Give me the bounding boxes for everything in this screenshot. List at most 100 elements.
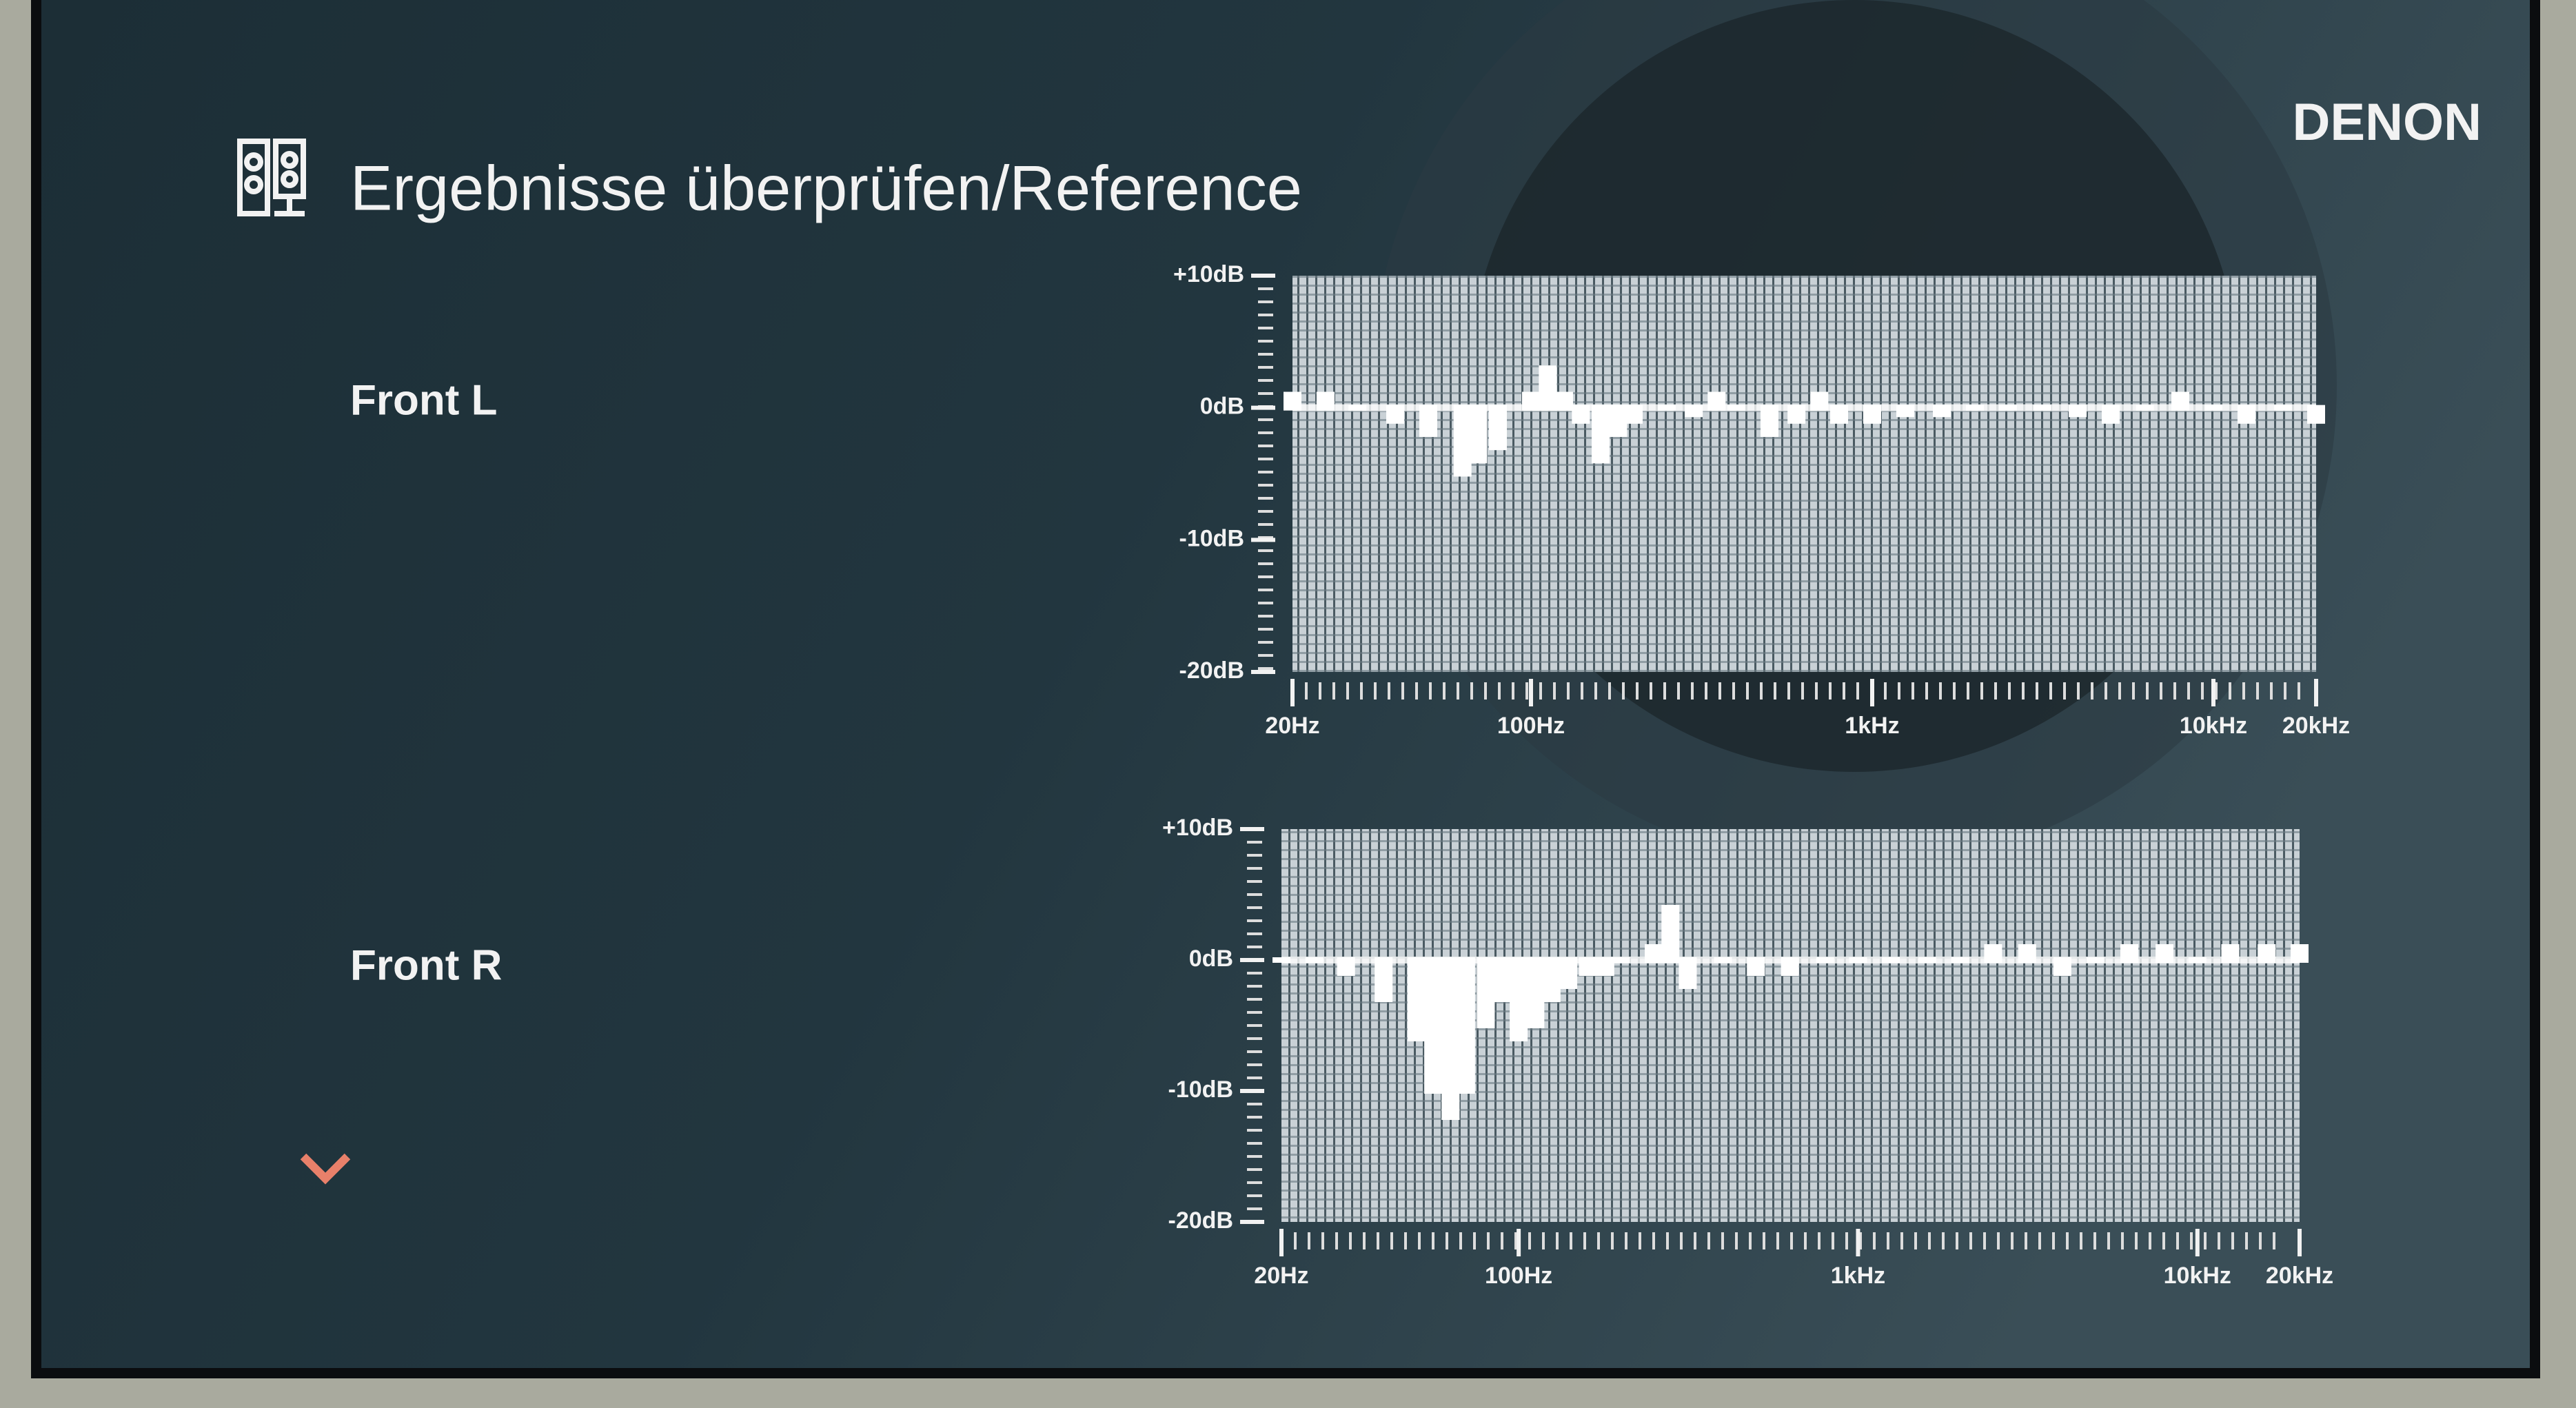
brand-logo: DENON <box>2293 93 2482 152</box>
eq-bar <box>1441 957 1460 1120</box>
eq-bar <box>1316 391 1335 411</box>
eq-bar <box>1645 944 1663 963</box>
channel-label: Front L <box>350 376 498 424</box>
eq-bar <box>1679 957 1697 989</box>
eq-bar <box>1579 957 1597 976</box>
eq-bar <box>1386 405 1405 424</box>
eq-bar <box>1457 957 1475 1094</box>
eq-bar <box>1489 405 1508 451</box>
x-tick-label: 10kHz <box>2164 1263 2231 1289</box>
eq-bar <box>1918 957 1936 963</box>
eq-bar <box>1375 957 1393 1002</box>
eq-bar <box>1760 405 1778 437</box>
eq-bar <box>1685 405 1703 418</box>
x-tick-label: 20kHz <box>2266 1263 2333 1289</box>
eq-bar <box>2274 405 2293 411</box>
eq-bar <box>1951 957 1969 963</box>
eq-bar <box>1966 405 1984 411</box>
eq-bar <box>1787 405 1806 424</box>
eq-bar <box>2156 944 2174 963</box>
y-tick-label: -10dB <box>1179 525 1244 551</box>
eq-bar <box>2258 944 2276 963</box>
eq-bar <box>2171 391 2190 411</box>
eq-bar <box>2188 957 2207 963</box>
eq-bar <box>2291 944 2309 963</box>
eq-bar <box>1625 405 1643 424</box>
eq-bar <box>1305 957 1324 963</box>
eq-bar <box>1453 405 1472 477</box>
eq-bar <box>1882 957 1900 963</box>
eq-bar <box>1337 957 1355 976</box>
x-tick-label: 100Hz <box>1497 713 1565 739</box>
eq-bar <box>1510 957 1528 1041</box>
eq-bar <box>2204 405 2222 411</box>
eq-bar <box>1477 957 1495 1028</box>
eq-bar <box>1984 944 2002 963</box>
eq-bar <box>2101 405 2120 424</box>
channel-label: Front R <box>350 941 502 989</box>
eq-bar <box>2237 405 2255 424</box>
eq-bar <box>1348 405 1367 411</box>
x-tick-label: 20Hz <box>1265 713 1319 739</box>
plot-grid <box>1292 276 2316 672</box>
x-tick-label: 20kHz <box>2282 713 2350 739</box>
eq-bar <box>1521 391 1540 411</box>
eq-bar <box>1424 957 1443 1094</box>
eq-bar <box>1572 405 1590 424</box>
eq-bar <box>2018 944 2036 963</box>
page-title: Ergebnisse überprüfen/Reference <box>350 153 1302 223</box>
eq-bar <box>1407 957 1426 1041</box>
eq-bar <box>1657 405 1676 411</box>
y-tick-label: +10dB <box>1162 815 1233 841</box>
x-tick-label: 1kHz <box>1845 713 1899 739</box>
eq-bar <box>2069 405 2087 418</box>
eq-bar <box>1284 391 1301 411</box>
eq-bar <box>1272 957 1290 963</box>
eq-bar <box>1714 957 1732 963</box>
y-tick-label: -20dB <box>1168 1207 1233 1234</box>
eq-bar <box>1830 405 1849 424</box>
eq-bar <box>1727 405 1746 411</box>
y-tick-label: -10dB <box>1168 1077 1233 1103</box>
eq-bar <box>1896 405 1914 418</box>
eq-bar <box>2120 944 2139 963</box>
eq-bar <box>1816 957 1834 963</box>
y-tick-label: 0dB <box>1200 394 1244 420</box>
eq-bar <box>2033 405 2051 411</box>
eq-bar <box>1612 957 1630 963</box>
eq-bar <box>1539 365 1557 411</box>
y-tick-label: +10dB <box>1173 261 1244 287</box>
eq-bar <box>1661 905 1680 963</box>
x-tick-label: 100Hz <box>1485 1263 1552 1289</box>
eq-bar <box>1469 405 1488 464</box>
eq-bar <box>1592 405 1610 464</box>
eq-bar <box>2307 405 2325 424</box>
eq-bar <box>1542 957 1561 1002</box>
eq-bar <box>1781 957 1799 976</box>
eq-bar <box>1596 957 1614 976</box>
eq-bar <box>1810 391 1829 411</box>
eq-bar <box>2053 957 2071 976</box>
eq-bar <box>1747 957 1765 976</box>
eq-bar <box>2221 944 2240 963</box>
eq-bar <box>1559 957 1578 989</box>
x-tick-label: 1kHz <box>1831 1263 1885 1289</box>
eq-bar <box>1998 405 2017 411</box>
eq-bar <box>1933 405 1951 418</box>
eq-bar <box>1707 391 1726 411</box>
eq-bar <box>1419 405 1437 437</box>
eq-bar <box>1554 391 1573 411</box>
eq-bar <box>2136 405 2154 411</box>
eq-bar <box>1849 957 1867 963</box>
eq-bar <box>1494 957 1512 1002</box>
speaker-icon <box>237 139 306 216</box>
scroll-down-arrow[interactable] <box>300 1153 351 1185</box>
eq-bar <box>1863 405 1881 424</box>
y-tick-label: -20dB <box>1179 657 1244 684</box>
y-tick-label: 0dB <box>1189 946 1233 972</box>
x-tick-label: 20Hz <box>1254 1263 1308 1289</box>
x-tick-label: 10kHz <box>2180 713 2247 739</box>
eq-bar <box>1609 405 1627 437</box>
